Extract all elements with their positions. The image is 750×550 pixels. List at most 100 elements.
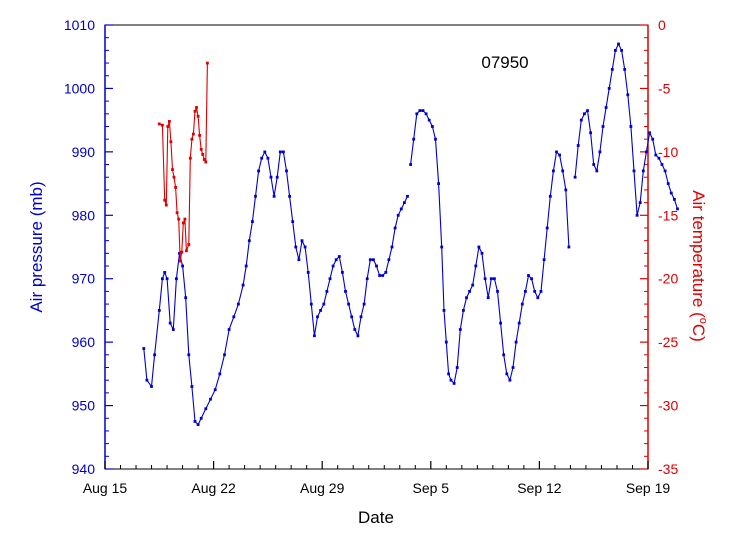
series-left-point: [393, 226, 397, 230]
series-left-point: [415, 112, 419, 116]
series-left-point: [477, 245, 481, 249]
series-left-point: [359, 315, 363, 319]
series-left-point: [545, 226, 549, 230]
series-left-point: [193, 420, 197, 423]
series-left-point: [468, 290, 471, 293]
series-left-point: [610, 68, 614, 71]
series-left-point: [157, 309, 161, 312]
series-right-point: [177, 217, 181, 221]
series-left-point: [517, 321, 521, 325]
series-left-point: [421, 109, 425, 112]
series-left-point: [350, 315, 354, 319]
series-right-point: [202, 158, 206, 161]
series-left-point: [437, 182, 440, 185]
series-left-point: [493, 277, 496, 281]
series-left-point: [237, 302, 240, 306]
series-left-point: [153, 353, 156, 357]
series-left-point: [471, 283, 475, 287]
series-left-point: [442, 309, 446, 312]
series-layer: [142, 42, 679, 426]
series-left-point: [190, 385, 194, 388]
series-left-point: [199, 416, 203, 420]
series-left-point: [275, 175, 279, 179]
series-right-point: [192, 132, 195, 136]
series-left-point: [196, 423, 200, 426]
series-left-point: [458, 328, 462, 331]
series-left-point: [247, 239, 251, 243]
series-right-point: [166, 125, 170, 128]
series-right-point: [183, 217, 187, 221]
series-left-point: [508, 378, 512, 382]
series-left-point: [403, 201, 406, 204]
series-left-point: [645, 150, 648, 154]
series-right-point: [164, 203, 168, 207]
series-left-point: [356, 334, 360, 338]
series-left-point: [666, 182, 670, 185]
series-left-point: [251, 220, 254, 223]
series-left-point: [586, 109, 589, 112]
right-tick-label: -10: [658, 144, 678, 160]
series-left-point: [396, 213, 400, 217]
series-left-point: [368, 258, 372, 262]
series-left-point: [589, 131, 592, 135]
series-left-point: [499, 321, 502, 325]
series-right-point: [199, 147, 203, 151]
series-left-point: [223, 353, 226, 357]
series-right-point: [201, 153, 205, 156]
ticks-layer: 940 950 960 970 980 990 1000 1010 -35 -30 -25 -20 -1…: [64, 17, 679, 496]
series-left-point: [561, 169, 565, 173]
left-tick-label: 940: [72, 461, 96, 477]
series-left-point: [334, 258, 338, 262]
series-left-point: [524, 290, 527, 293]
series-right-point: [163, 198, 167, 202]
right-tick-label: -25: [658, 334, 678, 350]
series-left-point: [344, 290, 347, 293]
series-left-point: [635, 213, 639, 217]
series-left-point: [406, 194, 409, 198]
series-left-point: [663, 169, 667, 173]
series-left-point: [387, 258, 391, 262]
series-right-point: [178, 259, 182, 263]
series-left-point: [486, 296, 490, 300]
x-tick-label: Aug 29: [300, 480, 345, 496]
series-left-line: [143, 150, 408, 426]
series-left-point: [331, 264, 335, 268]
series-left-point: [555, 150, 558, 154]
right-axis-label-unit: C): [689, 324, 708, 342]
right-axis-label: Air temperature (oC): [689, 190, 709, 342]
series-left-point: [604, 106, 608, 109]
series-left-point: [168, 321, 172, 325]
series-left-point: [227, 328, 231, 331]
series-left-point: [288, 194, 291, 198]
series-left-point: [514, 340, 518, 344]
series-left-point: [328, 277, 332, 281]
series-left-point: [657, 156, 661, 160]
series-right-line: [159, 63, 208, 262]
series-left-point: [607, 87, 611, 90]
series-left-point: [309, 302, 313, 306]
series-left-point: [325, 290, 329, 293]
series-left-point: [595, 169, 599, 173]
series-left-point: [175, 277, 178, 281]
series-left-point: [165, 277, 169, 281]
series-left-point: [390, 245, 394, 249]
series-left-point: [337, 255, 341, 258]
series-left-point: [579, 118, 583, 122]
series-left-point: [564, 188, 568, 192]
series-left-point: [620, 49, 623, 52]
series-left-point: [409, 163, 412, 166]
series-left-point: [601, 125, 605, 128]
x-axis-label: Date: [358, 508, 394, 527]
series-left-point: [567, 245, 571, 249]
series-left-point: [300, 239, 304, 243]
series-left-point: [552, 169, 555, 173]
series-left-point: [651, 137, 655, 141]
series-right-point: [168, 120, 171, 123]
series-left-point: [462, 309, 465, 312]
series-left-point: [285, 169, 288, 173]
series-left-point: [449, 378, 453, 382]
series-right-point: [187, 243, 191, 246]
left-tick-label: 950: [72, 398, 96, 414]
series-left-point: [447, 372, 450, 376]
series-left-point: [412, 137, 416, 141]
